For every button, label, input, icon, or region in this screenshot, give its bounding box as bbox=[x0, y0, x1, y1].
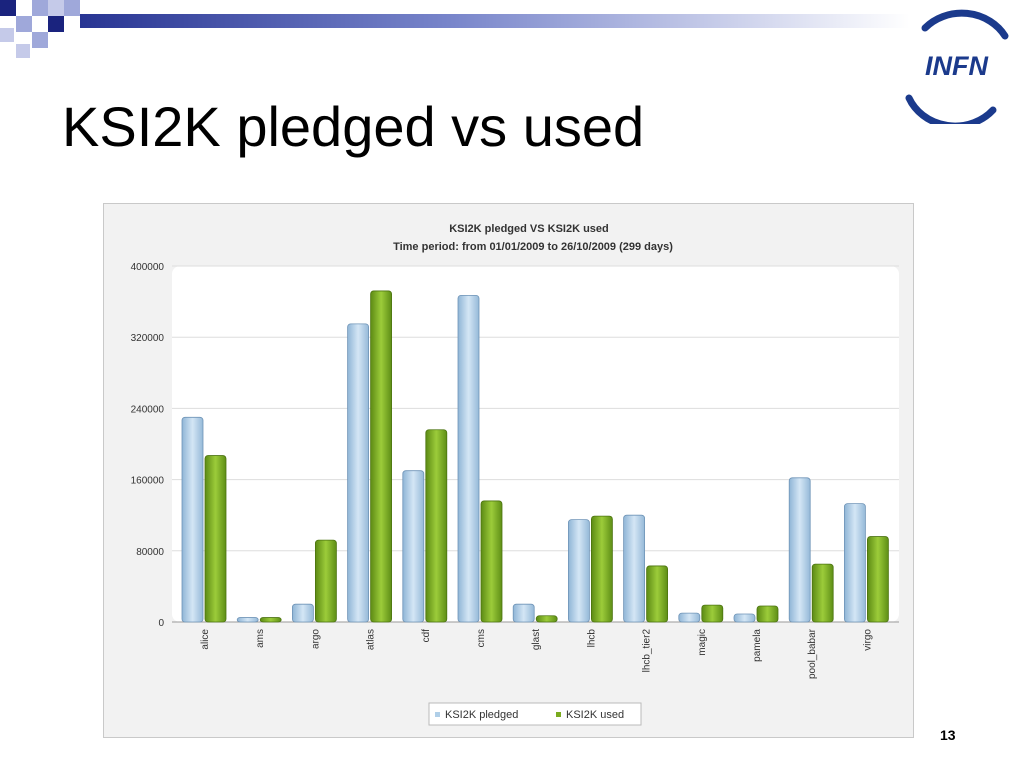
x-tick-label: atlas bbox=[366, 629, 377, 650]
bar-used-cdf[interactable] bbox=[425, 429, 448, 623]
infn-logo-icon: INFN bbox=[895, 6, 1017, 130]
bar-pledged-cms[interactable] bbox=[457, 294, 480, 623]
slide-number: 13 bbox=[940, 727, 956, 743]
chart-frame: KSI2K pledged VS KSI2K used Time period:… bbox=[103, 203, 914, 738]
bar-pledged-lhcb[interactable] bbox=[567, 519, 590, 623]
bar-pledged-glast[interactable] bbox=[512, 603, 535, 623]
bar-pledged-pamela[interactable] bbox=[733, 613, 756, 623]
x-tick-label: pool_babar bbox=[807, 628, 818, 679]
x-tick-label: glast bbox=[531, 629, 542, 650]
y-tick-label: 80000 bbox=[136, 547, 164, 558]
bar-used-lhcb[interactable] bbox=[590, 515, 613, 623]
bar-used-pool_babar[interactable] bbox=[811, 563, 834, 623]
bar-used-cms[interactable] bbox=[480, 500, 503, 623]
bar-pledged-pool_babar[interactable] bbox=[788, 477, 811, 623]
grid-lines bbox=[172, 265, 899, 623]
x-tick-label: pamela bbox=[752, 629, 763, 662]
chart-subtitle: Time period: from 01/01/2009 to 26/10/20… bbox=[393, 241, 673, 253]
bar-pledged-ams[interactable] bbox=[236, 617, 259, 623]
y-tick-label: 0 bbox=[158, 618, 164, 629]
y-axis-ticks: 0 80000 160000 240000 320000 400000 bbox=[131, 262, 165, 629]
bar-used-alice[interactable] bbox=[204, 455, 227, 623]
legend-swatch-pledged bbox=[435, 712, 440, 717]
slide-title: KSI2K pledged vs used bbox=[62, 95, 645, 158]
x-tick-label: alice bbox=[200, 629, 211, 650]
legend-box bbox=[428, 702, 642, 726]
bar-used-magic[interactable] bbox=[701, 604, 724, 623]
y-tick-label: 240000 bbox=[131, 404, 165, 415]
x-tick-label: magic bbox=[697, 629, 708, 656]
bar-used-glast[interactable] bbox=[535, 615, 558, 623]
legend-swatch-used bbox=[556, 712, 561, 717]
x-tick-label: lhcb bbox=[586, 629, 597, 648]
bar-used-ams[interactable] bbox=[259, 617, 282, 623]
bar-used-pamela[interactable] bbox=[756, 605, 779, 623]
bar-pledged-magic[interactable] bbox=[678, 612, 701, 623]
chart-title: KSI2K pledged VS KSI2K used bbox=[449, 223, 609, 235]
bar-pledged-virgo[interactable] bbox=[844, 503, 866, 623]
y-tick-label: 400000 bbox=[131, 262, 165, 273]
x-axis-ticks: alice ams argo atlas cdf cms glast lhcb lhcb_tie… bbox=[200, 628, 873, 679]
bar-pledged-lhcb_tier2[interactable] bbox=[623, 514, 645, 623]
legend-label-used: KSI2K used bbox=[566, 709, 624, 721]
x-tick-label: cms bbox=[476, 629, 487, 647]
bar-pledged-alice[interactable] bbox=[181, 416, 204, 623]
bar-used-lhcb_tier2[interactable] bbox=[646, 565, 668, 623]
bar-pledged-argo[interactable] bbox=[291, 603, 314, 623]
x-tick-label: argo bbox=[310, 629, 321, 649]
logo-text: INFN bbox=[925, 51, 988, 81]
y-tick-label: 320000 bbox=[131, 333, 165, 344]
bars bbox=[181, 290, 889, 623]
x-tick-label: lhcb_tier2 bbox=[642, 629, 653, 673]
bar-used-argo[interactable] bbox=[314, 539, 337, 623]
x-tick-label: ams bbox=[255, 629, 266, 648]
x-tick-label: virgo bbox=[862, 629, 873, 651]
corner-squares-decoration bbox=[0, 0, 910, 58]
legend[interactable]: KSI2K pledged KSI2K used bbox=[428, 702, 642, 726]
legend-label-pledged: KSI2K pledged bbox=[445, 709, 518, 721]
x-tick-label: cdf bbox=[421, 629, 432, 643]
bar-used-virgo[interactable] bbox=[867, 536, 889, 623]
bar-pledged-cdf[interactable] bbox=[402, 470, 425, 623]
bar-used-atlas[interactable] bbox=[370, 290, 393, 623]
y-tick-label: 160000 bbox=[131, 476, 165, 487]
bar-pledged-atlas[interactable] bbox=[347, 323, 370, 623]
bar-chart: KSI2K pledged VS KSI2K used Time period:… bbox=[131, 223, 899, 726]
